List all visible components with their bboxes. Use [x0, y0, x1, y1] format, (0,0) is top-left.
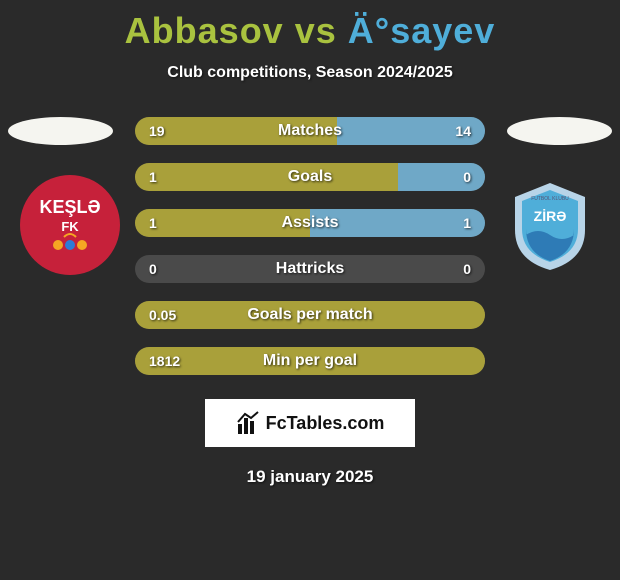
team2-ellipse	[507, 117, 612, 145]
stat-bar-right	[398, 163, 486, 191]
brand-text: FcTables.com	[266, 413, 385, 434]
comparison-content: KEŞLƏ FK ZİRƏ FUTBOL KLUBU Matches 19 14 Go…	[0, 117, 620, 375]
stat-value-right: 14	[455, 123, 471, 139]
stat-row: Assists 1 1	[135, 209, 485, 237]
stat-label: Hattricks	[276, 260, 344, 278]
stat-label: Goals	[288, 168, 332, 186]
stat-value-left: 1812	[149, 353, 180, 369]
stat-value-left: 1	[149, 169, 157, 185]
team1-ellipse	[8, 117, 113, 145]
vs-text: vs	[295, 10, 337, 51]
svg-text:FUTBOL KLUBU: FUTBOL KLUBU	[531, 196, 569, 202]
stat-value-left: 0.05	[149, 307, 176, 323]
stat-label: Min per goal	[263, 352, 357, 370]
stat-row: Goals 1 0	[135, 163, 485, 191]
svg-text:KEŞLƏ: KEŞLƏ	[39, 197, 100, 217]
stats-bars: Matches1914Goals10Assists11Hattricks00Go…	[135, 117, 485, 375]
stat-label: Assists	[282, 214, 339, 232]
stat-value-left: 0	[149, 261, 157, 277]
fctables-chart-icon	[236, 410, 262, 436]
stat-label: Goals per match	[247, 306, 372, 324]
team1-logo: KEŞLƏ FK	[20, 175, 120, 275]
svg-text:FK: FK	[61, 219, 79, 234]
stat-row: Goals per match 0.05	[135, 301, 485, 329]
comparison-title: Abbasov vs Ä°sayev	[0, 0, 620, 52]
stat-row: Matches 19 14	[135, 117, 485, 145]
svg-text:ZİRƏ: ZİRƏ	[534, 208, 567, 224]
stat-value-left: 1	[149, 215, 157, 231]
stat-value-right: 1	[463, 215, 471, 231]
date-text: 19 january 2025	[0, 467, 620, 487]
zira-logo-icon: ZİRƏ FUTBOL KLUBU	[500, 175, 600, 275]
stat-row: Hattricks 0 0	[135, 255, 485, 283]
stat-value-left: 19	[149, 123, 165, 139]
stat-label: Matches	[278, 122, 342, 140]
player2-name: Ä°sayev	[348, 10, 496, 51]
subtitle: Club competitions, Season 2024/2025	[0, 64, 620, 82]
kesla-logo-icon: KEŞLƏ FK	[20, 175, 120, 275]
team2-logo: ZİRƏ FUTBOL KLUBU	[500, 175, 600, 275]
stat-bar-left	[135, 163, 398, 191]
brand-box[interactable]: FcTables.com	[205, 399, 415, 447]
player1-name: Abbasov	[125, 10, 284, 51]
stat-row: Min per goal 1812	[135, 347, 485, 375]
stat-value-right: 0	[463, 261, 471, 277]
stat-value-right: 0	[463, 169, 471, 185]
